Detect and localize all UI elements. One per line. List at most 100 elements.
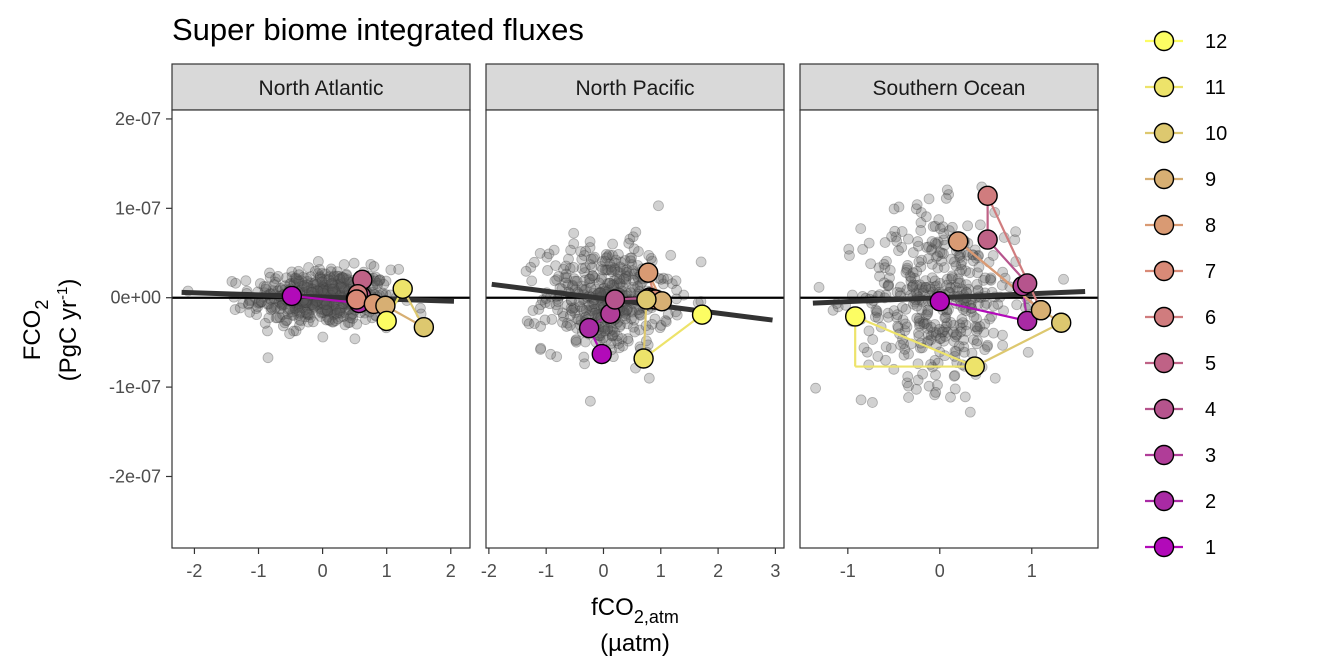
- background-point: [584, 277, 596, 289]
- background-point: [602, 323, 613, 335]
- x-tick-label: -1: [840, 561, 856, 581]
- background-point: [607, 324, 618, 335]
- background-point: [258, 280, 270, 292]
- legend-label: 7: [1205, 261, 1216, 283]
- background-point: [569, 307, 581, 319]
- background-point: [297, 301, 308, 313]
- background-point: [932, 236, 944, 248]
- background-point: [912, 236, 924, 247]
- legend-label: 10: [1205, 123, 1227, 145]
- background-point: [917, 285, 929, 297]
- x-tick-label: 3: [770, 561, 780, 581]
- background-point: [949, 383, 961, 395]
- background-point: [325, 263, 337, 275]
- background-point: [327, 283, 339, 295]
- background-point: [941, 184, 953, 196]
- month-point-11: [633, 348, 654, 369]
- background-point: [599, 264, 611, 276]
- background-point: [634, 309, 646, 320]
- background-point: [564, 309, 576, 321]
- background-point: [629, 283, 641, 295]
- background-point: [968, 311, 980, 323]
- background-point: [339, 307, 350, 318]
- background-point: [958, 341, 970, 353]
- background-point: [323, 301, 335, 313]
- background-point: [294, 314, 305, 326]
- background-point: [911, 199, 923, 211]
- background-point: [307, 300, 319, 312]
- background-point: [960, 325, 972, 337]
- background-point: [304, 312, 316, 323]
- background-point: [546, 314, 558, 325]
- background-point: [926, 244, 937, 256]
- background-point: [337, 311, 349, 323]
- background-point: [938, 262, 950, 273]
- background-point: [940, 192, 952, 204]
- background-point: [319, 305, 331, 316]
- background-point: [643, 249, 655, 261]
- y-tick-label: -1e-07: [109, 377, 161, 397]
- background-point: [630, 226, 642, 238]
- background-point: [568, 273, 580, 285]
- background-point: [621, 264, 632, 276]
- background-point: [889, 225, 901, 237]
- background-point: [613, 342, 625, 354]
- background-point: [888, 203, 900, 215]
- background-point: [932, 379, 943, 391]
- background-point: [588, 303, 600, 315]
- background-point: [622, 318, 633, 330]
- background-point: [940, 321, 952, 333]
- background-point: [274, 311, 286, 323]
- background-point: [926, 236, 938, 247]
- background-point: [339, 319, 351, 331]
- background-point: [950, 281, 961, 293]
- background-point: [915, 225, 927, 236]
- background-point: [605, 264, 617, 276]
- background-point: [649, 313, 661, 325]
- background-point: [897, 314, 909, 326]
- background-point: [309, 300, 321, 312]
- background-point: [240, 275, 252, 287]
- background-point: [265, 301, 277, 313]
- background-point: [327, 316, 339, 328]
- month-point-4: [604, 289, 626, 310]
- background-point: [587, 270, 599, 281]
- background-point: [620, 276, 632, 288]
- legend-key-point: [1153, 352, 1175, 374]
- background-point: [552, 304, 563, 316]
- background-point: [331, 266, 343, 278]
- background-point: [936, 247, 948, 259]
- background-point: [293, 309, 305, 321]
- background-point: [888, 305, 900, 317]
- background-point: [298, 280, 310, 291]
- background-point: [874, 270, 885, 282]
- background-point: [949, 370, 961, 381]
- background-point: [609, 264, 621, 276]
- background-point: [312, 256, 324, 267]
- background-point: [349, 333, 361, 345]
- background-point: [947, 326, 959, 338]
- background-point: [317, 281, 329, 293]
- background-point: [296, 275, 307, 287]
- month-point-5: [977, 229, 998, 250]
- background-point: [997, 339, 1008, 351]
- background-point: [595, 274, 607, 286]
- background-point: [625, 313, 637, 325]
- background-point: [301, 279, 313, 291]
- background-point: [988, 327, 999, 339]
- legend-item: 2: [1145, 490, 1216, 513]
- month-point-2: [578, 317, 600, 339]
- background-point: [899, 343, 911, 355]
- background-point: [960, 265, 972, 277]
- background-point: [568, 227, 580, 239]
- background-point: [560, 277, 571, 289]
- background-point: [905, 272, 917, 283]
- background-point: [306, 304, 318, 315]
- background-point: [671, 284, 683, 296]
- background-point: [271, 312, 283, 324]
- background-point: [602, 251, 614, 263]
- month-path: [281, 269, 435, 338]
- background-point: [328, 277, 340, 288]
- background-point: [333, 281, 345, 293]
- background-point: [609, 263, 621, 274]
